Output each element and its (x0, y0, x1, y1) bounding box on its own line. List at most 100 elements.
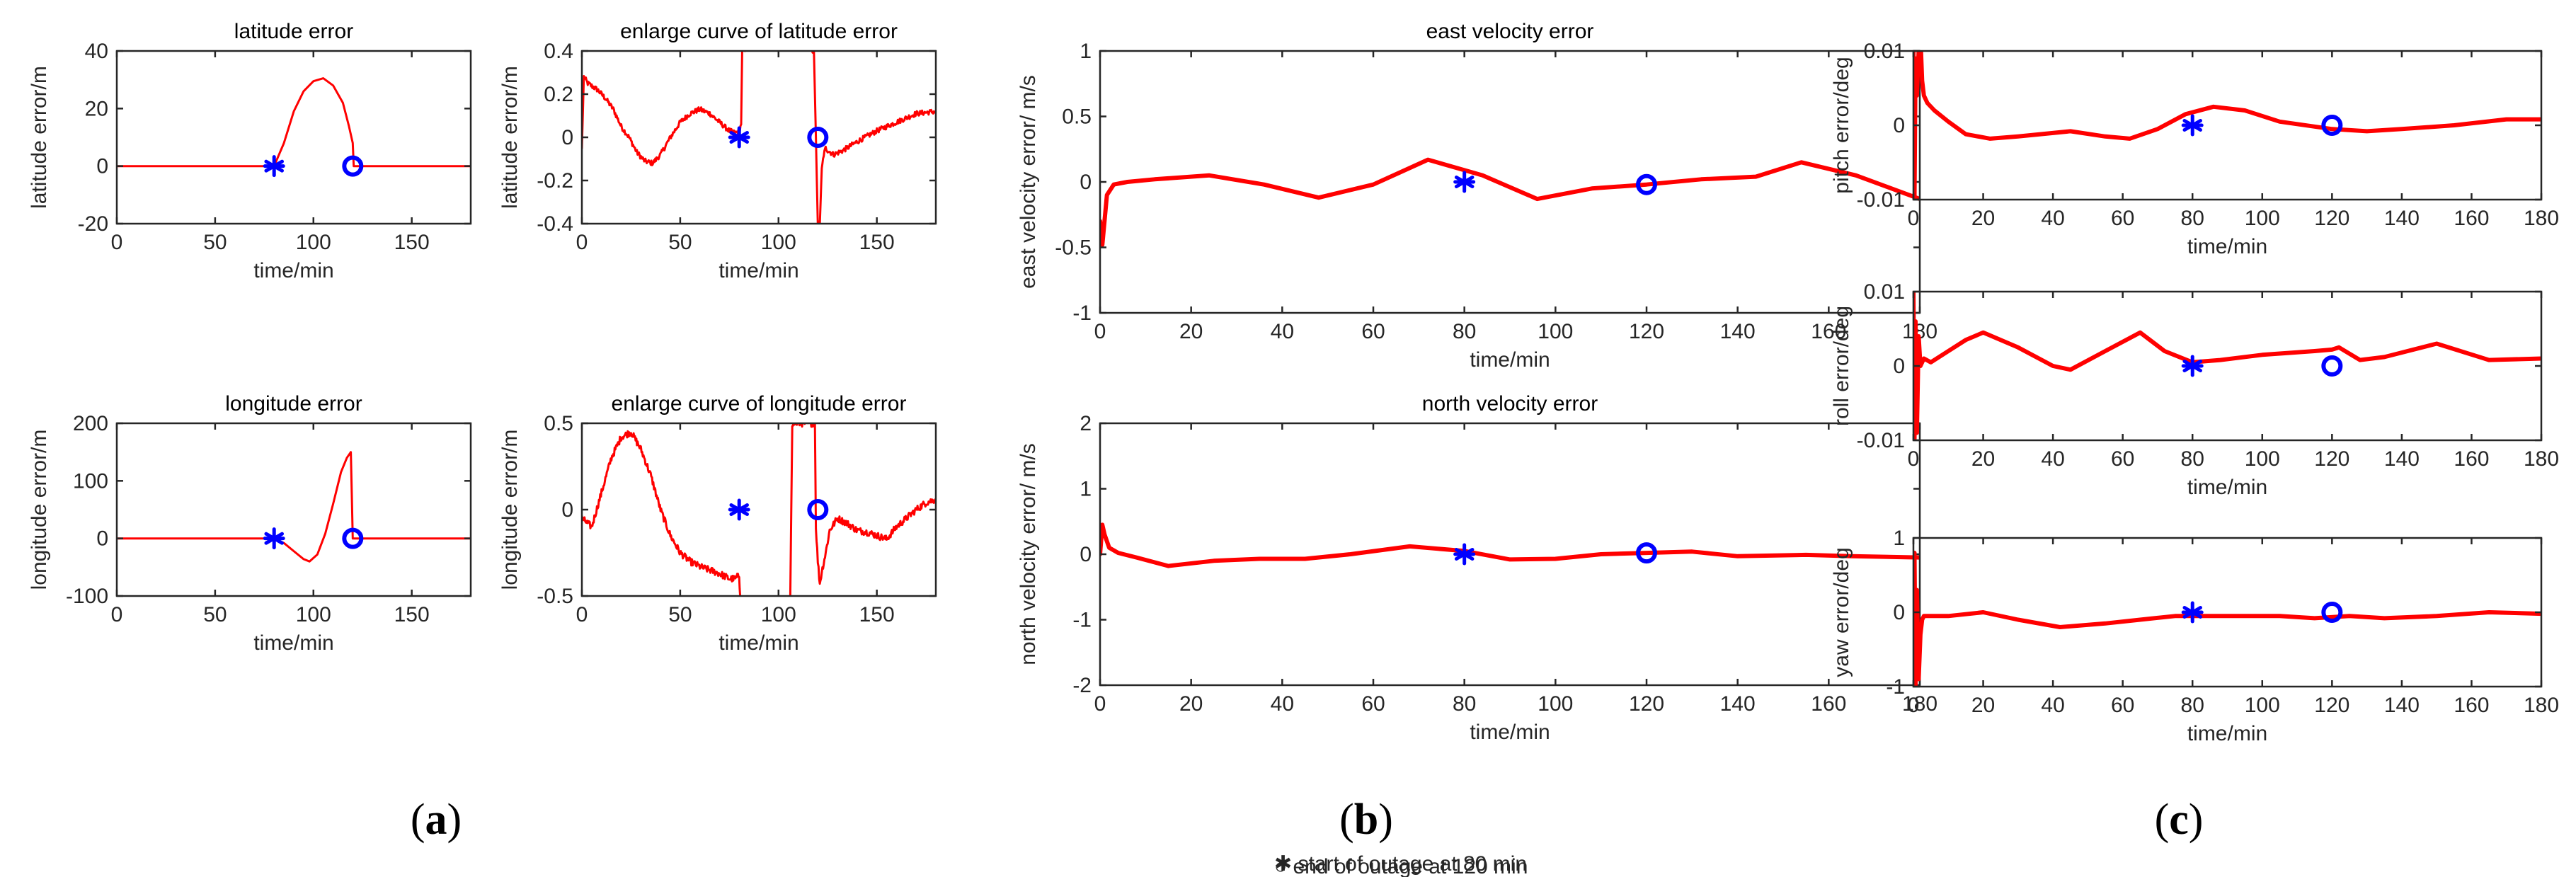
marker-circle (1636, 542, 1657, 564)
series-pitch (1913, 51, 2541, 200)
plot-lat_zoom: 0 50 100 150 -0.4 -0.2 0 0.2 0.4 enlarge curve of… (498, 20, 937, 282)
line-vn (1100, 522, 1920, 568)
x-tick-label: 20 (1179, 320, 1203, 343)
x-tick-label: 60 (2111, 447, 2134, 471)
x-tick-label: 40 (1271, 320, 1294, 343)
marker-circle (342, 155, 364, 177)
line-pitch (1913, 51, 2541, 200)
marker-asterisk (2181, 601, 2204, 624)
y-tick-label: -100 (66, 585, 108, 608)
x-axis-label: time/min (1470, 721, 1550, 744)
y-axis-label: longitude error/m (498, 430, 522, 590)
x-tick-label: 100 (761, 231, 796, 254)
line-lat (117, 77, 471, 168)
y-tick-label: 1 (1080, 478, 1092, 501)
plot-yaw: 0 20 40 60 80 100 120 140 160 180-101time/minyaw … (1830, 527, 2559, 745)
plot-title: east velocity error (1426, 20, 1594, 43)
x-tick-label: 50 (203, 231, 227, 254)
caption-b: (b) (1339, 796, 1393, 844)
x-tick-label: 80 (2181, 447, 2204, 471)
x-tick-label: 100 (1538, 692, 1573, 716)
x-tick-label: 0 (1908, 447, 1920, 471)
x-axis-label: time/min (2187, 235, 2267, 258)
marker-circle (2321, 602, 2343, 623)
x-tick-label: 100 (2245, 207, 2280, 230)
series-roll (1913, 292, 2541, 440)
y-tick-label: 0 (1893, 601, 1905, 624)
y-tick-label: 0.5 (1062, 105, 1092, 129)
x-tick-label: 150 (859, 231, 895, 254)
y-tick-label: 2 (1080, 412, 1092, 435)
legend-circle: ○ end of outage at 120 min (1274, 855, 1528, 877)
x-tick-label: 140 (2384, 447, 2420, 471)
y-axis-label: roll error/deg (1830, 306, 1853, 426)
x-tick-label: 150 (394, 603, 430, 626)
x-tick-label: 140 (1720, 320, 1756, 343)
axes-frame (115, 422, 472, 597)
x-tick-label: 160 (1811, 692, 1846, 716)
x-tick-label: 180 (2524, 207, 2559, 230)
y-tick-label: 0.01 (1864, 40, 1905, 63)
marker-asterisk (728, 498, 750, 521)
x-tick-label: 120 (1629, 692, 1664, 716)
marker-asterisk (263, 155, 285, 178)
series-yaw (1913, 551, 2541, 687)
y-axis-label: north velocity error/ m/s (1017, 443, 1040, 665)
y-tick-label: 100 (73, 469, 108, 493)
series-lat (117, 77, 471, 168)
y-tick-label: -0.5 (537, 585, 573, 608)
marker-circle (2321, 355, 2343, 377)
y-tick-label: 0.01 (1864, 280, 1905, 304)
plot-title: north velocity error (1422, 392, 1598, 415)
x-tick-label: 40 (2041, 694, 2064, 717)
x-tick-label: 0 (1094, 320, 1106, 343)
x-tick-label: 0 (1908, 207, 1920, 230)
x-tick-label: 160 (2454, 694, 2489, 717)
x-tick-label: 120 (2314, 447, 2349, 471)
x-tick-label: 180 (1902, 692, 1937, 716)
x-tick-label: 0 (111, 231, 123, 254)
y-tick-label: -0.01 (1857, 429, 1905, 452)
x-tick-label: 120 (2314, 694, 2349, 717)
x-axis-label: time/min (719, 259, 798, 282)
caption-a: (a) (411, 796, 462, 844)
series-lat_zoom (582, 51, 936, 224)
y-tick-label: -1 (1886, 675, 1905, 699)
x-tick-label: 120 (2314, 207, 2349, 230)
axes-frame (580, 50, 937, 225)
y-tick-label: -0.2 (537, 169, 573, 193)
x-tick-label: 160 (1811, 320, 1846, 343)
x-axis-label: time/min (2187, 722, 2267, 745)
line-roll (1913, 292, 2541, 440)
x-tick-label: 160 (2454, 447, 2489, 471)
y-tick-label: 0 (96, 155, 108, 178)
y-axis-label: latitude error/m (28, 66, 51, 209)
plot-roll: 0 20 40 60 80 100 120 140 160 180-0.0100.01time/m… (1830, 280, 2559, 499)
x-tick-label: 20 (1179, 692, 1203, 716)
x-axis-label: time/min (2187, 476, 2267, 499)
axes-frame (115, 50, 472, 225)
series-ve (1100, 157, 1920, 247)
marker-asterisk (1453, 171, 1476, 193)
x-tick-label: 40 (2041, 207, 2064, 230)
y-axis-label: pitch error/deg (1830, 57, 1853, 193)
series-lon (117, 451, 471, 563)
y-tick-label: 40 (85, 40, 108, 63)
x-tick-label: 180 (2524, 447, 2559, 471)
x-axis-label: time/min (1470, 348, 1550, 372)
plot-pitch: 0 20 40 60 80 100 120 140 160 180-0.0100.01time/m… (1830, 40, 2559, 258)
marker-circle (342, 527, 364, 549)
x-tick-label: 100 (296, 603, 331, 626)
y-tick-label: 0.5 (544, 412, 573, 435)
x-tick-label: 80 (2181, 207, 2204, 230)
x-tick-label: 180 (2524, 694, 2559, 717)
x-tick-label: 100 (2245, 447, 2280, 471)
x-tick-label: 80 (2181, 694, 2204, 717)
y-tick-label: 1 (1893, 527, 1905, 550)
x-tick-label: 140 (2384, 694, 2420, 717)
y-tick-label: 200 (73, 412, 108, 435)
marker-asterisk (2181, 114, 2204, 137)
x-axis-label: time/min (253, 631, 333, 655)
